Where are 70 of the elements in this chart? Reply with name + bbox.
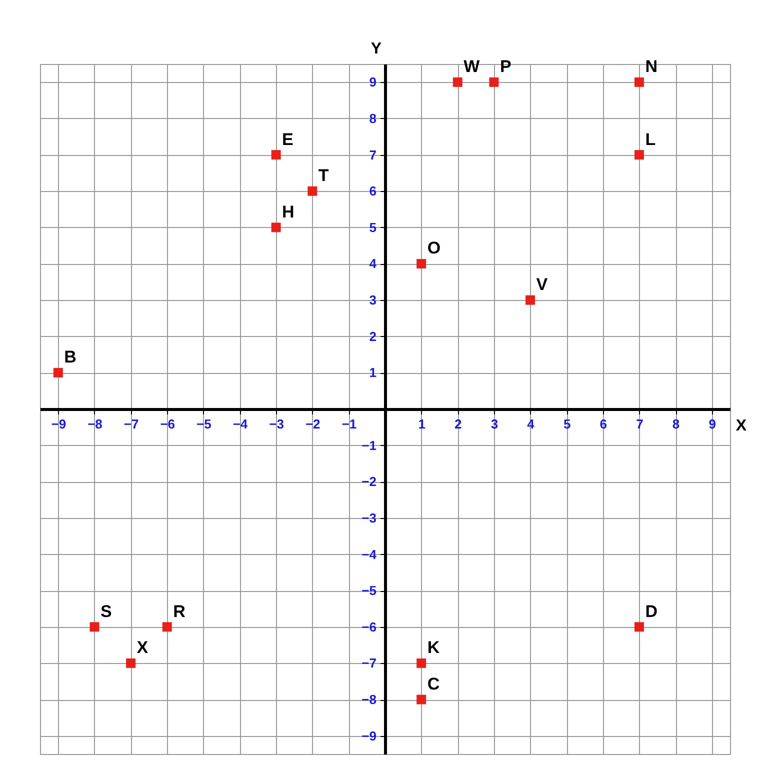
x-tick-label: −5	[196, 416, 212, 432]
x-tick-label: 6	[600, 416, 608, 432]
x-tick-label: −3	[269, 416, 284, 432]
y-tick-label: −7	[362, 656, 376, 671]
point	[90, 622, 100, 632]
annotation: L	[645, 130, 656, 149]
point	[634, 77, 644, 87]
annotation: C	[427, 674, 440, 694]
y-tick-label: 7	[369, 147, 376, 162]
point	[53, 368, 63, 378]
point	[416, 694, 426, 704]
x-tick-label: 1	[418, 416, 426, 432]
x-tick-label: −1	[342, 416, 357, 432]
annotation: K	[427, 638, 440, 658]
y-tick-label: −4	[362, 546, 378, 562]
y-tick-label: −8	[362, 692, 376, 708]
x-tick-label: 2	[454, 416, 462, 432]
x-tick-label: −7	[124, 416, 139, 432]
y-tick-label: 5	[369, 220, 376, 235]
annotation: X	[136, 638, 149, 658]
annotation: P	[500, 57, 512, 76]
point	[416, 258, 426, 268]
point	[526, 295, 536, 305]
x-tick-label: −6	[160, 416, 176, 432]
annotation: B	[64, 348, 76, 367]
point	[634, 622, 644, 632]
annotation: S	[100, 602, 112, 621]
annotation: E	[282, 130, 294, 149]
y-tick-label: −5	[362, 583, 376, 598]
x-axis-title: X	[736, 418, 747, 434]
point	[162, 622, 172, 632]
y-tick-label: 4	[369, 256, 378, 272]
y-tick-label: 6	[369, 184, 376, 199]
y-tick-label: 9	[369, 74, 376, 90]
point	[271, 222, 281, 232]
y-tick-label: −2	[362, 474, 376, 490]
annotation: D	[645, 602, 658, 621]
x-tick-label: 4	[527, 416, 536, 432]
point	[452, 77, 462, 87]
y-tick-label: 3	[369, 292, 376, 308]
annotation: N	[645, 57, 658, 76]
x-tick-label: −4	[232, 416, 248, 432]
x-tick-label: −8	[88, 416, 102, 432]
annotation: R	[173, 602, 186, 621]
point	[416, 658, 426, 668]
x-tick-label: 5	[563, 416, 571, 432]
annotation: V	[536, 275, 548, 294]
x-tick-label: 9	[708, 416, 716, 432]
x-tick-label: −9	[51, 416, 66, 432]
x-tick-label: 7	[636, 416, 644, 432]
point	[489, 77, 499, 87]
point	[126, 658, 136, 668]
x-tick-label: −2	[305, 416, 320, 432]
x-tick-label: 3	[490, 416, 498, 432]
annotation: H	[282, 202, 294, 222]
y-axis-title: Y	[370, 40, 382, 58]
annotation: O	[427, 238, 441, 258]
point	[634, 150, 644, 160]
y-tick-label: −3	[362, 510, 376, 526]
annotation: W	[464, 57, 481, 76]
y-tick-label: 8	[369, 110, 376, 126]
point	[271, 150, 281, 160]
annotation: T	[318, 166, 330, 186]
point	[308, 186, 318, 196]
y-tick-label: 1	[369, 365, 376, 380]
x-tick-label: 8	[672, 416, 680, 432]
y-tick-label: −1	[362, 438, 376, 453]
y-tick-label: 2	[369, 328, 376, 344]
y-tick-label: −6	[362, 619, 376, 634]
y-tick-label: −9	[362, 728, 376, 744]
